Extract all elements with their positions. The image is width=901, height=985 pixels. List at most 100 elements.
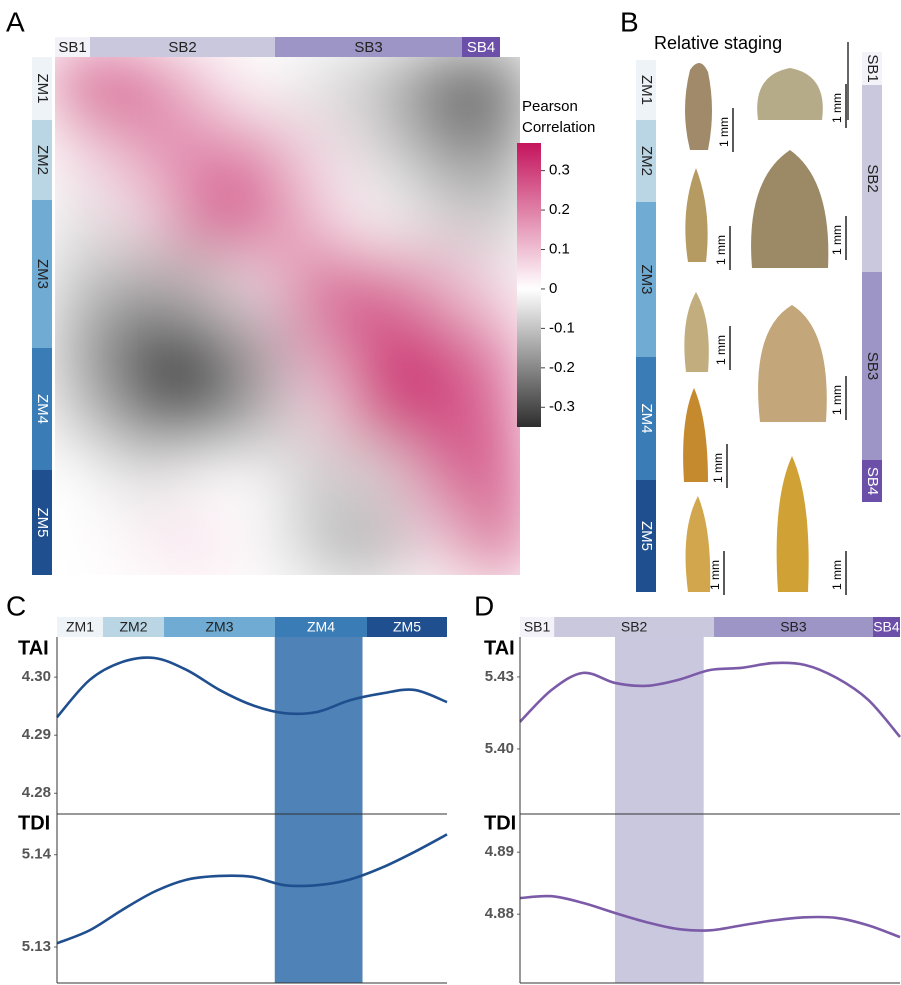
heatmap-cell <box>55 122 114 187</box>
y-tick-label: 4.88 <box>485 905 514 922</box>
heatmap-cell <box>462 510 521 575</box>
stage-label: SB1 <box>864 54 881 82</box>
specimen <box>683 388 708 482</box>
stage-label: SB2 <box>864 164 881 192</box>
heatmap-cell <box>346 57 405 122</box>
heatmap-cell <box>171 510 230 575</box>
heatmap-cell <box>462 381 521 446</box>
subplot-label: TDI <box>18 812 50 834</box>
colorbar-title: Pearson <box>522 98 578 115</box>
heatmap-cell <box>171 122 230 187</box>
scale-label: 1 mm <box>714 335 728 365</box>
stage-label: ZM4 <box>307 619 335 635</box>
heatmap-cell <box>288 381 347 446</box>
stage-label: ZM1 <box>638 75 655 105</box>
heatmap <box>55 57 521 576</box>
scale-label: 1 mm <box>711 453 725 483</box>
subplot-label: TDI <box>484 812 516 834</box>
heatmap-cell <box>229 187 288 252</box>
heatmap-cell <box>113 57 172 122</box>
heatmap-cell <box>346 251 405 316</box>
specimen <box>685 168 707 262</box>
heatmap-cell <box>404 316 463 381</box>
stage-label: SB4 <box>873 619 900 635</box>
subplot-label: TAI <box>484 637 515 659</box>
heatmap-cell <box>346 187 405 252</box>
series-line <box>57 834 447 943</box>
colorbar-tick-label: 0 <box>549 280 557 297</box>
scale-label: 1 mm <box>708 560 722 590</box>
series-line <box>57 658 447 718</box>
y-tick-label: 4.30 <box>22 668 51 685</box>
specimen <box>758 305 827 422</box>
heatmap-cell <box>288 187 347 252</box>
series-line <box>520 663 900 737</box>
y-tick-label: 5.13 <box>22 938 51 955</box>
stage-label: SB2 <box>621 619 648 635</box>
heatmap-cell <box>404 510 463 575</box>
heatmap-cell <box>462 251 521 316</box>
heatmap-cell <box>288 57 347 122</box>
heatmap-cell <box>404 446 463 511</box>
heatmap-cell <box>404 381 463 446</box>
stage-label: SB3 <box>864 352 881 380</box>
specimen <box>757 68 823 120</box>
specimen <box>777 456 809 592</box>
specimen <box>684 292 708 372</box>
colorbar-tick-label: -0.3 <box>549 398 575 415</box>
panel-title: Relative staging <box>654 33 782 53</box>
heatmap-cell <box>113 446 172 511</box>
subplot-label: TAI <box>18 637 49 659</box>
colorbar-tick-label: 0.2 <box>549 201 570 218</box>
colorbar <box>517 143 541 427</box>
y-tick-label: 5.43 <box>485 668 514 685</box>
stage-label: ZM4 <box>638 404 655 434</box>
heatmap-cell <box>346 446 405 511</box>
colorbar-title: Correlation <box>522 119 595 136</box>
figure: ASB1SB2SB3SB4ZM1ZM2ZM3ZM4ZM5PearsonCorre… <box>0 0 901 985</box>
stage-label: ZM3 <box>34 259 51 289</box>
heatmap-cell <box>462 57 521 122</box>
heatmap-cell <box>288 122 347 187</box>
stage-label: ZM5 <box>638 521 655 551</box>
specimen <box>685 63 712 150</box>
scale-label: 1 mm <box>830 93 844 123</box>
stage-label: ZM5 <box>393 619 421 635</box>
stage-label: SB4 <box>467 39 495 56</box>
heatmap-cell <box>404 251 463 316</box>
heatmap-cell <box>229 510 288 575</box>
y-tick-label: 4.89 <box>485 843 514 860</box>
heatmap-cell <box>55 510 114 575</box>
heatmap-cell <box>346 381 405 446</box>
heatmap-cell <box>113 381 172 446</box>
heatmap-cell <box>113 316 172 381</box>
colorbar-tick-label: 0.1 <box>549 240 570 257</box>
scale-label: 1 mm <box>714 235 728 265</box>
stage-label: SB3 <box>354 39 382 56</box>
heatmap-cell <box>229 316 288 381</box>
heatmap-cell <box>171 251 230 316</box>
heatmap-cell <box>229 122 288 187</box>
panel-label: C <box>6 590 26 621</box>
specimen-photos <box>683 42 848 592</box>
colorbar-tick-label: -0.1 <box>549 319 575 336</box>
stage-label: SB2 <box>168 39 196 56</box>
heatmap-cell <box>171 316 230 381</box>
stage-label: ZM3 <box>638 265 655 295</box>
highlight-band <box>275 637 363 983</box>
scale-label: 1 mm <box>830 225 844 255</box>
stage-label: SB1 <box>524 619 551 635</box>
y-tick-label: 4.29 <box>22 726 51 743</box>
heatmap-cell <box>171 446 230 511</box>
heatmap-cell <box>404 57 463 122</box>
heatmap-cell <box>346 316 405 381</box>
heatmap-cell <box>171 187 230 252</box>
page: {"chart_data": [ {"type": "heatmap", "pa… <box>0 0 901 985</box>
heatmap-cell <box>113 122 172 187</box>
heatmap-cell <box>171 381 230 446</box>
heatmap-cell <box>404 122 463 187</box>
heatmap-cell <box>55 381 114 446</box>
heatmap-cell <box>55 187 114 252</box>
stage-label: SB4 <box>864 467 881 495</box>
heatmap-cell <box>229 57 288 122</box>
